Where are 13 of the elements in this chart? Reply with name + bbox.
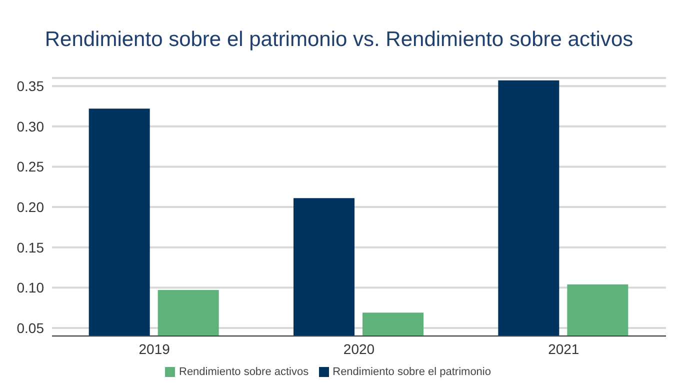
x-tick-label: 2019 [138, 340, 170, 357]
y-tick-label: 0.20 [16, 198, 44, 215]
x-tick-label: 2020 [343, 340, 375, 357]
chart-title: Rendimiento sobre el patrimonio vs. Rendimiento sobre activos [44, 28, 634, 52]
y-tick-label: 0.25 [16, 158, 44, 175]
y-tick-label: 0.10 [16, 280, 44, 296]
y-tick-label: 0.35 [16, 78, 44, 94]
y-tick-label: 0.30 [16, 118, 44, 134]
legend-label: Rendimiento sobre activos [179, 366, 309, 378]
legend-label: Rendimiento sobre el patrimonio [332, 366, 491, 378]
y-tick-label: 0.15 [16, 239, 44, 256]
x-tick-label: 2021 [548, 340, 580, 357]
y-tick-label: 0.05 [16, 320, 44, 336]
